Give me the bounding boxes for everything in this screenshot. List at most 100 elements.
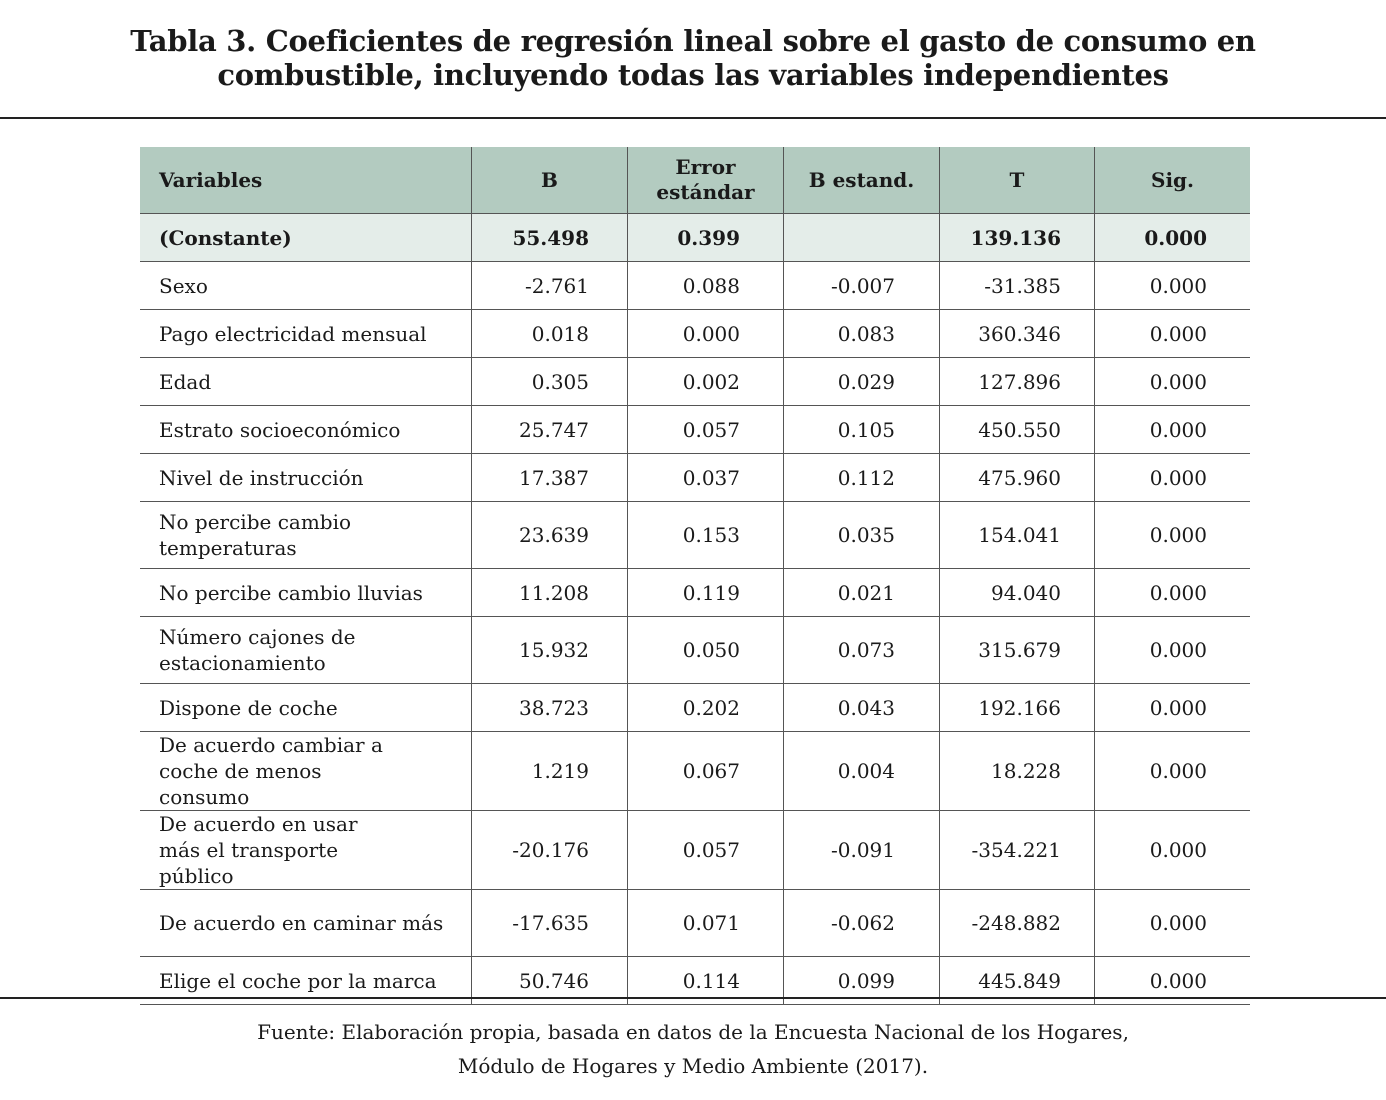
table-row: Número cajones de estacionamiento 15.932 0… (140, 616, 1250, 684)
table-row: De acuerdo en usar más el transporte púb… (140, 810, 1250, 890)
cell-b: 38.723 (471, 683, 628, 732)
table-row: De acuerdo en caminar más -17.635 0.071 -0.… (140, 889, 1250, 957)
cell-variable: De acuerdo en caminar más (140, 889, 472, 957)
header-error: Error estándar (627, 147, 784, 214)
cell-sig: 0.000 (1094, 956, 1250, 1005)
cell-t: 360.346 (939, 309, 1095, 358)
cell-b-estand (783, 213, 940, 262)
cell-error: 0.071 (627, 889, 784, 957)
cell-error: 0.057 (627, 810, 784, 890)
cell-error: 0.202 (627, 683, 784, 732)
cell-variable: Nivel de instrucción (140, 453, 472, 502)
table-row: Dispone de coche 38.723 0.202 0.043 192.166 0… (140, 683, 1250, 732)
cell-t: 192.166 (939, 683, 1095, 732)
table-row: Nivel de instrucción 17.387 0.037 0.112 475.… (140, 453, 1250, 502)
cell-sig: 0.000 (1094, 810, 1250, 890)
cell-error: 0.050 (627, 616, 784, 684)
table-row: No percibe cambio lluvias 11.208 0.119 0.02… (140, 568, 1250, 617)
cell-variable: De acuerdo en usar más el transporte púb… (140, 810, 472, 890)
cell-b: -17.635 (471, 889, 628, 957)
cell-sig: 0.000 (1094, 309, 1250, 358)
title-line-2: combustible, incluyendo todas las variab… (217, 58, 1169, 92)
cell-sig: 0.000 (1094, 261, 1250, 310)
table-row: Elige el coche por la marca 50.746 0.114 0.… (140, 956, 1250, 1005)
cell-variable: Número cajones de estacionamiento (140, 616, 472, 684)
cell-b-estand: 0.105 (783, 405, 940, 454)
cell-b: 11.208 (471, 568, 628, 617)
cell-b-estand: 0.004 (783, 731, 940, 811)
cell-variable: Sexo (140, 261, 472, 310)
cell-sig: 0.000 (1094, 357, 1250, 406)
cell-t: 445.849 (939, 956, 1095, 1005)
cell-error: 0.057 (627, 405, 784, 454)
cell-sig: 0.000 (1094, 501, 1250, 569)
cell-variable: Elige el coche por la marca (140, 956, 472, 1005)
cell-sig: 0.000 (1094, 731, 1250, 811)
cell-variable: Dispone de coche (140, 683, 472, 732)
cell-sig: 0.000 (1094, 616, 1250, 684)
bottom-divider (0, 997, 1386, 999)
header-sig: Sig. (1094, 147, 1250, 214)
cell-error: 0.067 (627, 731, 784, 811)
cell-error: 0.114 (627, 956, 784, 1005)
source-note: Fuente: Elaboración propia, basada en da… (0, 1015, 1386, 1083)
cell-b-estand: -0.091 (783, 810, 940, 890)
header-b: B (471, 147, 628, 214)
cell-error: 0.088 (627, 261, 784, 310)
cell-b: 0.018 (471, 309, 628, 358)
cell-sig: 0.000 (1094, 683, 1250, 732)
cell-variable: Pago electricidad mensual (140, 309, 472, 358)
table-row: De acuerdo cambiar a coche de menos cons… (140, 731, 1250, 811)
cell-error: 0.002 (627, 357, 784, 406)
cell-t: -31.385 (939, 261, 1095, 310)
title-line-1: Tabla 3. Coeficientes de regresión linea… (130, 24, 1256, 58)
cell-b-estand: 0.073 (783, 616, 940, 684)
cell-b-estand: 0.043 (783, 683, 940, 732)
cell-t: 315.679 (939, 616, 1095, 684)
cell-b: -2.761 (471, 261, 628, 310)
cell-b: 0.305 (471, 357, 628, 406)
cell-b: 25.747 (471, 405, 628, 454)
header-variables: Variables (140, 147, 472, 214)
cell-b: 50.746 (471, 956, 628, 1005)
cell-b: 15.932 (471, 616, 628, 684)
cell-t: -354.221 (939, 810, 1095, 890)
table-title: Tabla 3. Coeficientes de regresión linea… (0, 24, 1386, 92)
cell-b-estand: -0.062 (783, 889, 940, 957)
cell-b: 1.219 (471, 731, 628, 811)
cell-variable: De acuerdo cambiar a coche de menos cons… (140, 731, 472, 811)
table-row: Sexo -2.761 0.088 -0.007 -31.385 0.000 (140, 261, 1250, 310)
constant-row: (Constante) 55.498 0.399 139.136 0.000 (140, 213, 1250, 262)
regression-table: Variables B Error estándar B estand. T S… (140, 147, 1250, 1005)
top-divider (0, 117, 1386, 119)
cell-b: 23.639 (471, 501, 628, 569)
cell-error: 0.000 (627, 309, 784, 358)
cell-sig: 0.000 (1094, 453, 1250, 502)
cell-b-estand: 0.099 (783, 956, 940, 1005)
source-line-1: Fuente: Elaboración propia, basada en da… (257, 1020, 1129, 1044)
cell-sig: 0.000 (1094, 568, 1250, 617)
header-b-estand: B estand. (783, 147, 940, 214)
cell-b-estand: -0.007 (783, 261, 940, 310)
cell-t: -248.882 (939, 889, 1095, 957)
table-row: No percibe cambio temperaturas 23.639 0.15… (140, 501, 1250, 569)
cell-variable: No percibe cambio temperaturas (140, 501, 472, 569)
cell-b: 17.387 (471, 453, 628, 502)
cell-error: 0.399 (627, 213, 784, 262)
table-row: Pago electricidad mensual 0.018 0.000 0.083… (140, 309, 1250, 358)
cell-variable: Edad (140, 357, 472, 406)
cell-t: 139.136 (939, 213, 1095, 262)
cell-error: 0.037 (627, 453, 784, 502)
table-row: Edad 0.305 0.002 0.029 127.896 0.000 (140, 357, 1250, 406)
table-row: Estrato socioeconómico 25.747 0.057 0.105 45… (140, 405, 1250, 454)
source-line-2: Módulo de Hogares y Medio Ambiente (2017… (457, 1054, 929, 1078)
cell-sig: 0.000 (1094, 405, 1250, 454)
cell-t: 475.960 (939, 453, 1095, 502)
cell-sig: 0.000 (1094, 213, 1250, 262)
cell-variable: No percibe cambio lluvias (140, 568, 472, 617)
cell-b-estand: 0.029 (783, 357, 940, 406)
cell-variable: (Constante) (140, 213, 472, 262)
cell-t: 94.040 (939, 568, 1095, 617)
cell-variable: Estrato socioeconómico (140, 405, 472, 454)
cell-error: 0.119 (627, 568, 784, 617)
